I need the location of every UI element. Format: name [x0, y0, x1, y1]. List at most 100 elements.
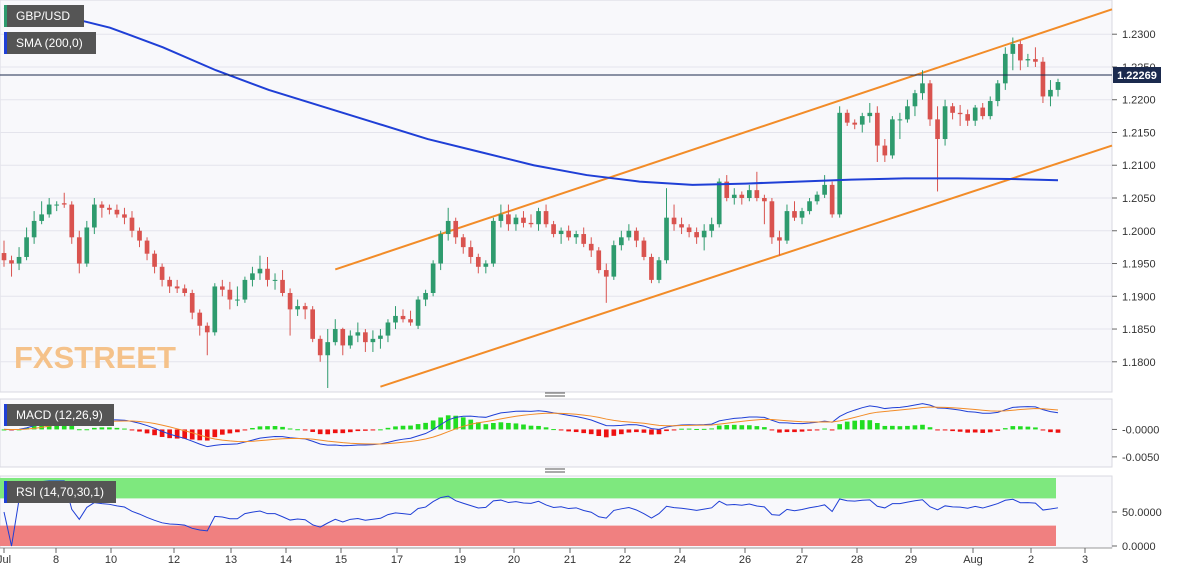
candle-up	[347, 335, 353, 346]
macd-hist-bar	[445, 415, 451, 430]
macd-hist-bar	[430, 420, 436, 430]
candle-down	[460, 237, 466, 248]
x-tick-label: 13	[225, 554, 237, 566]
macd-hist-bar	[543, 427, 549, 430]
macd-hist-bar	[701, 428, 707, 430]
macd-hist-bar	[340, 429, 346, 434]
macd-hist-bar	[265, 426, 270, 430]
macd-signal-line	[3, 406, 1059, 445]
macd-hist-bar	[716, 425, 722, 430]
macd-hist-bar	[61, 423, 67, 430]
candle-up	[378, 335, 383, 339]
macd-hist-bar	[950, 429, 955, 432]
macd-hist-bar	[332, 429, 338, 434]
candle-down	[340, 329, 346, 346]
candle-down	[965, 114, 970, 121]
instrument-text: GBP/USD	[16, 9, 70, 23]
candle-up	[272, 279, 278, 281]
macd-hist-bar	[611, 429, 617, 436]
macd-hist-bar	[129, 429, 135, 431]
y-tick-label: -0.0000	[1122, 424, 1159, 436]
macd-hist-bar	[69, 425, 75, 430]
candle-down	[739, 194, 745, 198]
candle-down	[129, 217, 135, 231]
macd-hist-bar	[641, 429, 647, 433]
candle-up	[31, 220, 37, 238]
macd-hist-bar	[107, 427, 112, 430]
macd-hist-bar	[317, 429, 323, 435]
candle-down	[769, 201, 775, 238]
pane-splitter-2[interactable]	[545, 468, 565, 473]
y-tick-label: 1.2000	[1122, 226, 1156, 238]
candle-down	[9, 260, 14, 264]
candle-up	[890, 119, 895, 156]
macd-hist-bar	[626, 429, 632, 433]
macd-hist-bar	[694, 428, 699, 430]
x-tick-label: 3	[1082, 554, 1088, 566]
candle-down	[468, 247, 474, 257]
y-tick-label: -0.0050	[1122, 452, 1159, 464]
macd-hist-bar	[1025, 426, 1031, 430]
candle-down	[453, 220, 459, 238]
macd-hist-bar	[302, 429, 308, 431]
candle-up	[867, 112, 873, 117]
candle-up	[859, 116, 865, 125]
candle-down	[581, 234, 587, 244]
candle-up	[84, 227, 90, 264]
candle-down	[980, 107, 986, 117]
macd-hist-bar	[423, 422, 428, 430]
candles	[1, 37, 1061, 388]
candle-up	[814, 194, 820, 202]
candle-up	[920, 83, 925, 94]
macd-hist-bar	[521, 424, 526, 430]
macd-hist-bar	[807, 429, 812, 431]
candle-down	[724, 181, 730, 198]
candle-down	[1, 253, 7, 261]
candle-down	[174, 286, 180, 289]
rsi-plot	[0, 478, 1059, 547]
macd-hist-bar	[122, 428, 127, 430]
candle-down	[204, 325, 210, 333]
macd-hist-bar	[664, 429, 669, 432]
macd-hist-bar	[912, 425, 918, 430]
x-tick-label: 28	[851, 554, 863, 566]
sma-line	[3, 7, 1059, 186]
candle-down	[679, 224, 684, 228]
candle-up	[709, 224, 715, 231]
macd-hist-bar	[588, 429, 594, 435]
macd-hist-bar	[408, 425, 413, 430]
y-tick-label: 1.1850	[1122, 324, 1156, 336]
candle-up	[498, 214, 504, 221]
macd-hist-bar	[54, 422, 60, 430]
macd-hist-bar	[528, 425, 534, 430]
candle-up	[235, 299, 240, 301]
y-tick-label: 1.2100	[1122, 160, 1156, 172]
candle-up	[355, 332, 361, 336]
macd-hist-bar	[686, 428, 692, 430]
macd-hist-bar	[250, 427, 255, 430]
macd-hist-bar	[280, 426, 285, 430]
candle-up	[295, 306, 300, 310]
y-tick-label: 1.2200	[1122, 95, 1156, 107]
macd-hist-bar	[897, 426, 903, 430]
candle-down	[280, 279, 285, 293]
macd-hist-bar	[287, 428, 293, 430]
pane-splitter-1[interactable]	[545, 392, 565, 397]
macd-hist-bar	[746, 425, 752, 430]
macd-hist-bar	[242, 429, 248, 431]
macd-hist-bar	[784, 429, 790, 433]
channel-upper-line	[334, 8, 1113, 271]
candle-down	[287, 293, 293, 310]
candle-up	[784, 211, 790, 241]
candle-up	[445, 220, 451, 235]
candle-down	[265, 268, 270, 280]
macd-hist-bar	[31, 426, 37, 430]
candle-up	[1048, 89, 1053, 97]
y-axis-macd: -0.0000 -0.0050	[1112, 424, 1159, 464]
macd-hist-bar	[257, 426, 263, 430]
candle-down	[107, 207, 112, 210]
candle-up	[822, 184, 827, 195]
candle-up	[242, 279, 248, 300]
macd-hist-bar	[370, 429, 376, 431]
candle-down	[852, 122, 858, 125]
